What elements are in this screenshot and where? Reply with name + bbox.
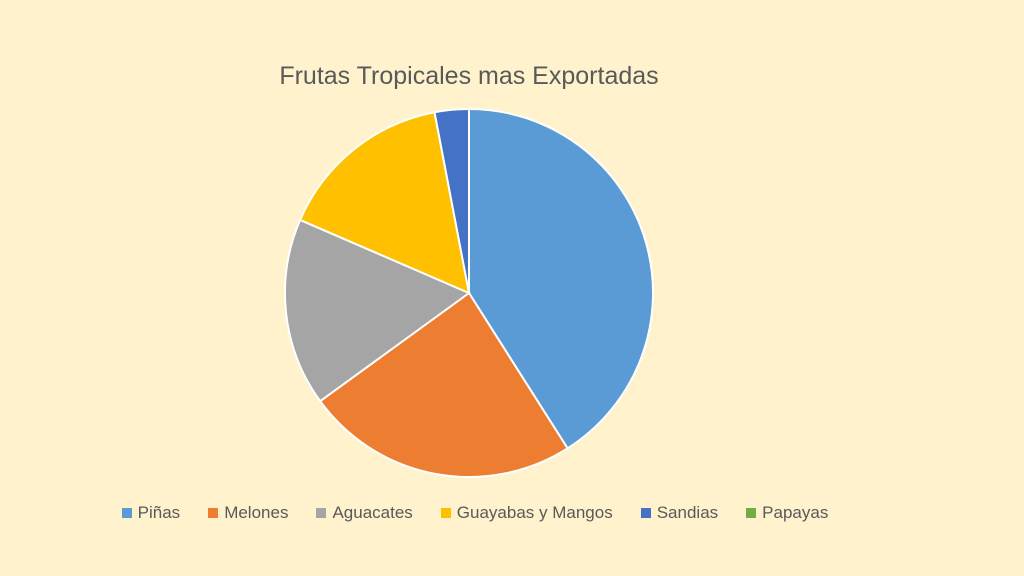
legend-swatch — [440, 508, 451, 518]
legend-label: Guayabas y Mangos — [456, 503, 613, 522]
pie-slice-aguacates — [284, 218, 472, 403]
legend-swatch — [746, 508, 757, 518]
legend-swatch — [208, 508, 219, 518]
chart-legend: Piñas Melones Aguacates Guayabas y Mangos Sa… — [0, 503, 950, 523]
pie-slice-pi-as — [468, 107, 654, 450]
pie-slice-sandias — [433, 107, 470, 294]
legend-swatch — [640, 508, 651, 518]
legend-item: Piñas — [121, 503, 181, 523]
legend-item: Guayabas y Mangos — [440, 503, 613, 523]
legend-swatch — [316, 508, 327, 518]
legend-item: Melones — [208, 503, 288, 523]
legend-label: Piñas — [137, 503, 181, 522]
legend-swatch — [121, 508, 132, 518]
legend-label: Melones — [224, 503, 289, 522]
chart-title: Frutas Tropicales mas Exportadas — [279, 62, 659, 90]
legend-item: Papayas — [746, 503, 828, 523]
legend-item: Aguacates — [316, 503, 413, 523]
legend-label: Papayas — [762, 503, 829, 522]
legend-item: Sandias — [640, 503, 719, 523]
pie-slice-guayabas-y-mangos — [298, 111, 471, 295]
legend-label: Sandias — [656, 503, 719, 522]
pie-slice-melones — [318, 291, 569, 478]
legend-label: Aguacates — [332, 503, 413, 522]
